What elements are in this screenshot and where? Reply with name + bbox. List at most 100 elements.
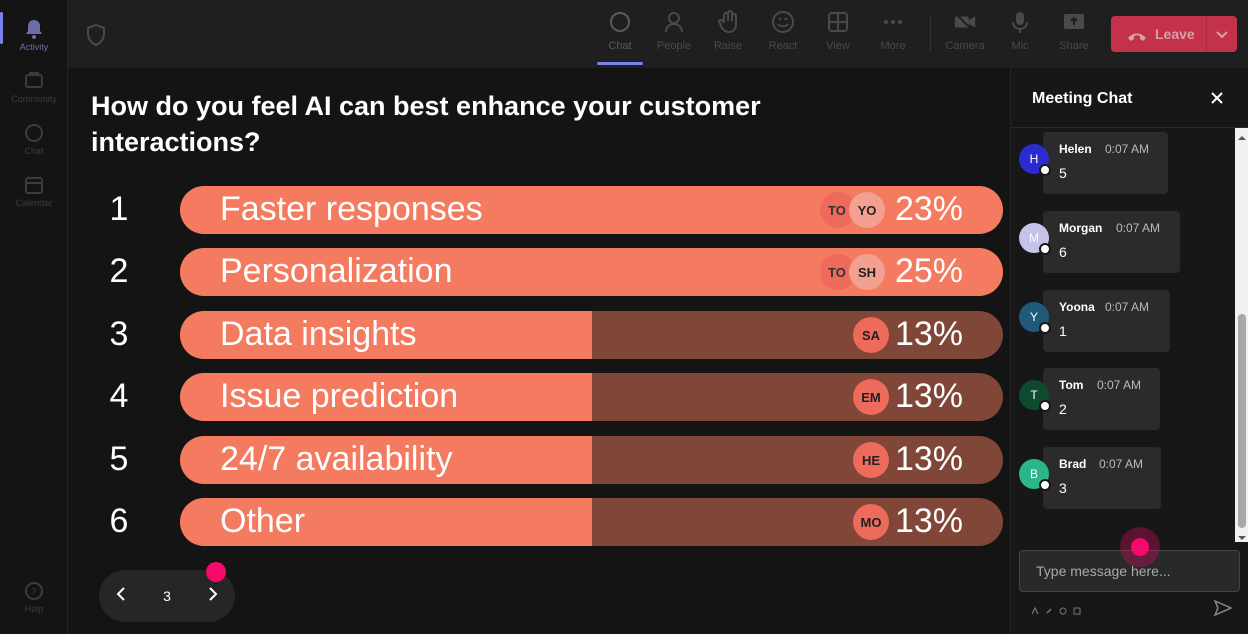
voter-avatar-chip: HE [853, 442, 889, 478]
poll-option-row: 6 Other MO 13% [68, 498, 1010, 546]
chevron-down-icon [1216, 26, 1228, 42]
poll-option-number: 4 [109, 377, 129, 415]
chat-message[interactable]: M Morgan 0:07 AM 6 [1019, 211, 1180, 273]
poll-option-percent: 25% [894, 252, 963, 290]
voter-avatar-chip: YO [849, 192, 885, 228]
toolbar-button-label: People [656, 40, 692, 52]
attach-icon[interactable] [1045, 602, 1053, 614]
toolbar-raise-button[interactable]: Raise [703, 10, 753, 60]
message-timestamp: 0:07 AM [1105, 300, 1150, 314]
avatar[interactable]: H [1019, 144, 1051, 176]
poll-result-bar: Other MO 13% [180, 498, 1003, 546]
more-icon [881, 10, 905, 34]
message-input[interactable] [1020, 551, 1239, 591]
scroll-down-icon[interactable] [1237, 530, 1247, 540]
presence-indicator [1039, 164, 1051, 176]
rail-item-label: Activity [19, 41, 49, 52]
gif-icon[interactable] [1073, 602, 1081, 615]
message-timestamp: 0:07 AM [1099, 457, 1144, 471]
poll-option-label: Issue prediction [220, 377, 459, 415]
message-text: 3 [1059, 480, 1067, 496]
poll-result-fill [180, 311, 592, 359]
message-timestamp: 0:07 AM [1097, 378, 1142, 392]
chat-message[interactable]: H Helen 0:07 AM 5 [1019, 132, 1168, 194]
sender-name: Tom [1059, 378, 1084, 392]
message-compose-box[interactable] [1019, 550, 1240, 592]
toolbar-button-label: Mic [1011, 40, 1029, 52]
sender-name: Yoona [1059, 300, 1095, 314]
voter-avatar-chip: MO [853, 504, 889, 540]
toolbar-share-button[interactable]: Share [1049, 10, 1099, 60]
leave-main-button[interactable]: Leave [1111, 16, 1207, 52]
scroll-up-icon[interactable] [1237, 130, 1247, 140]
presence-indicator [1039, 400, 1051, 412]
toolbar-people-button[interactable]: People [649, 10, 699, 60]
prev-slide-button[interactable] [99, 570, 143, 622]
poll-result-fill [180, 436, 592, 484]
toolbar-camera-button[interactable]: Camera [940, 10, 990, 60]
rail-item-community[interactable]: Community [0, 62, 68, 112]
rail-item-chat[interactable]: Chat [0, 114, 68, 164]
poll-option-percent: 23% [894, 190, 963, 228]
toolbar-more-button[interactable]: More [868, 10, 918, 60]
rail-item-activity[interactable]: Activity [0, 10, 68, 60]
scrollbar-thumb[interactable] [1238, 314, 1246, 528]
grid-icon [826, 10, 850, 34]
poll-option-label: Data insights [220, 315, 417, 353]
avatar-initial: M [1029, 231, 1039, 245]
community-icon [24, 71, 44, 91]
avatar-initial: Y [1029, 310, 1038, 324]
poll-option-number: 6 [109, 502, 129, 540]
avatar[interactable]: Y [1019, 302, 1051, 334]
slide-number: 3 [163, 588, 171, 604]
sender-name: Morgan [1059, 221, 1103, 235]
format-toolbar [1031, 602, 1111, 615]
chat-scrollbar[interactable] [1235, 128, 1248, 542]
toolbar-button-label: Camera [945, 40, 985, 52]
toolbar-react-button[interactable]: React [758, 10, 808, 60]
rail-item-calendar[interactable]: Calendar [0, 166, 68, 216]
click-indicator [206, 562, 226, 582]
poll-option-label: 24/7 availability [220, 440, 453, 478]
toolbar-chat-button[interactable]: Chat [595, 10, 645, 60]
next-slide-button[interactable] [191, 570, 235, 622]
share-icon [1062, 10, 1086, 34]
rail-item-help[interactable]: ? Help [0, 572, 68, 622]
poll-option-label: Other [220, 502, 306, 540]
toolbar-view-button[interactable]: View [813, 10, 863, 60]
send-icon[interactable] [1213, 598, 1233, 618]
message-timestamp: 0:07 AM [1116, 221, 1161, 235]
voter-avatar-chip: SH [849, 254, 885, 290]
phone-hangup-icon [1127, 29, 1147, 41]
rail-item-label: Chat [24, 145, 44, 156]
chat-message-list[interactable]: H Helen 0:07 AM 5 M Morgan 0:07 AM 6 Y Yoona 0:07 … [1011, 128, 1235, 542]
mic-icon [1008, 10, 1032, 34]
toolbar-mic-button[interactable]: Mic [995, 10, 1045, 60]
chat-message[interactable]: B Brad 0:07 AM 3 [1019, 447, 1161, 509]
chat-message[interactable]: Y Yoona 0:07 AM 1 [1019, 290, 1170, 352]
voter-avatar-chip: SA [853, 317, 889, 353]
poll-result-fill [180, 373, 592, 421]
format-icon[interactable] [1031, 602, 1039, 615]
avatar[interactable]: T [1019, 380, 1051, 412]
avatar[interactable]: M [1019, 223, 1051, 255]
sender-name: Helen [1059, 142, 1092, 156]
presence-indicator [1039, 243, 1051, 255]
leave-button[interactable]: Leave [1111, 16, 1237, 52]
leave-options-button[interactable] [1207, 16, 1237, 52]
poll-question: How do you feel AI can best enhance your… [91, 91, 761, 157]
poll-option-row: 1 Faster responses TO YO 23% [68, 186, 1010, 234]
message-text: 6 [1059, 244, 1067, 260]
close-icon[interactable] [1207, 88, 1227, 108]
avatar-initial: T [1030, 388, 1038, 402]
chat-message[interactable]: T Tom 0:07 AM 2 [1019, 368, 1160, 430]
message-timestamp: 0:07 AM [1105, 142, 1150, 156]
meeting-toolbar: Chat People Raise React View [68, 0, 1248, 68]
chevron-left-icon [116, 586, 126, 607]
presence-indicator [1039, 322, 1051, 334]
avatar[interactable]: B [1019, 459, 1051, 491]
emoji-icon[interactable] [1059, 602, 1067, 615]
poll-option-row: 2 Personalization TO SH 25% [68, 248, 1010, 296]
poll-result-bar: Personalization TO SH 25% [180, 248, 1003, 296]
